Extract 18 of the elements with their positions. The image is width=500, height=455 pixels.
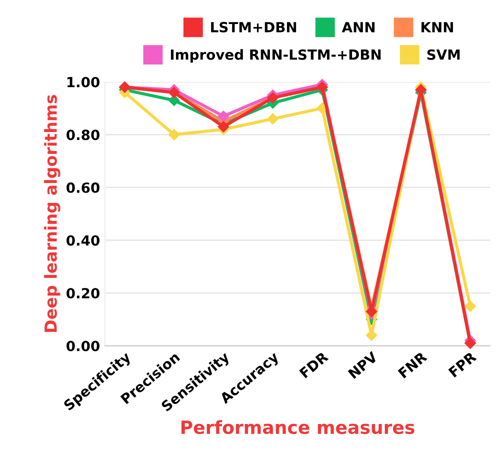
point — [218, 121, 230, 132]
legend-label: Improved RNN-LSTM-+DBN — [170, 49, 381, 63]
x-axis-title: Performance measures — [181, 420, 414, 434]
legend-label: LSTM+DBN — [211, 22, 296, 32]
legend-label: KNN — [422, 22, 453, 32]
y-tick-label: 0.80 — [66, 130, 100, 140]
point — [218, 110, 230, 122]
y-axis-title: Deep learning algorithms — [44, 95, 60, 332]
legend-label: ANN — [342, 22, 375, 32]
point — [168, 129, 180, 140]
y-tick-label: 0.20 — [66, 288, 100, 298]
y-tick-label: 0.40 — [66, 235, 100, 246]
y-tick-label: 0.60 — [66, 182, 100, 193]
y-tick-label: 1.00 — [67, 76, 100, 88]
point — [464, 300, 476, 312]
point — [267, 113, 278, 124]
legend-label: SVM — [427, 49, 460, 60]
y-tick-label: 0.00 — [66, 340, 100, 352]
